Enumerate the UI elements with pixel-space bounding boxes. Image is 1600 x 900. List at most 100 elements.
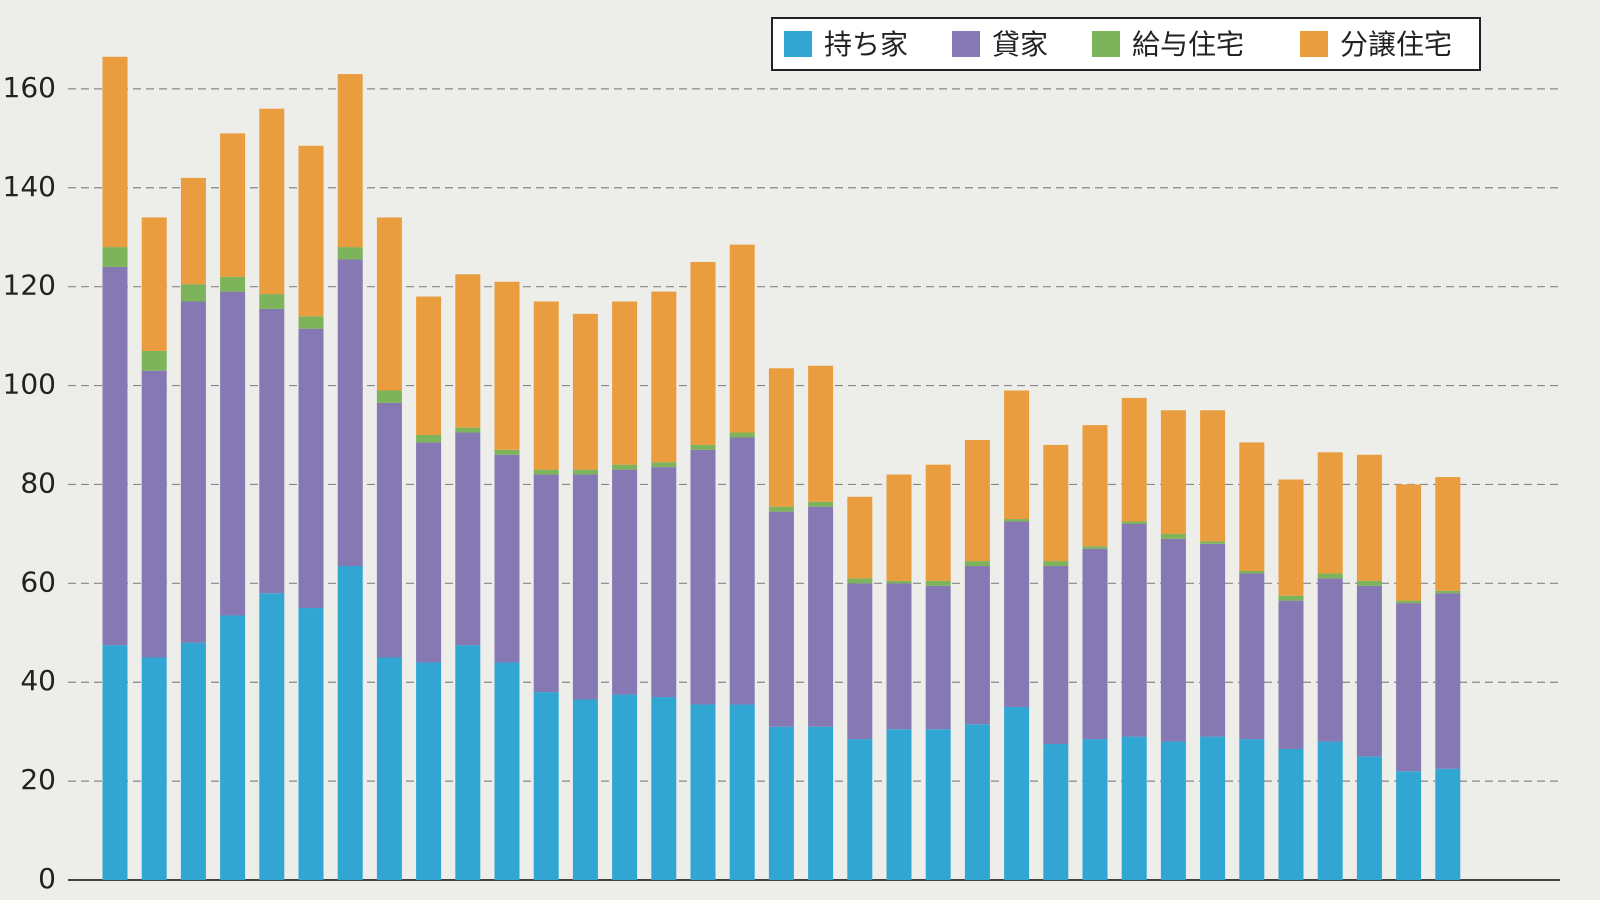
bar-segment — [376, 657, 402, 880]
y-tick-label: 160 — [3, 71, 56, 104]
bar-segment — [298, 316, 324, 329]
bar-segment — [612, 469, 638, 695]
bar-segment — [1356, 580, 1382, 586]
bar-segment — [925, 580, 951, 586]
bar-segment — [1317, 741, 1343, 880]
bar-segment — [847, 496, 873, 579]
bar-segment — [1200, 541, 1226, 544]
bar-segment — [847, 583, 873, 740]
bar-segment — [1043, 444, 1069, 562]
bar-segment — [847, 739, 873, 880]
bar-segment — [416, 442, 442, 663]
bar-segment — [337, 247, 363, 260]
bar-segment — [964, 561, 990, 567]
bar-segment — [416, 296, 442, 435]
bar-segment — [141, 657, 167, 880]
bar-segment — [220, 276, 246, 292]
bar-segment — [612, 694, 638, 880]
bar-segment — [612, 301, 638, 465]
bar-segment — [1396, 603, 1422, 772]
legend-swatch — [784, 31, 812, 57]
bar-segment — [455, 427, 481, 433]
bar-segment — [964, 439, 990, 562]
y-tick-label: 0 — [38, 862, 56, 895]
legend-swatch — [1092, 31, 1120, 57]
bar-segment — [925, 585, 951, 730]
bar-segment — [494, 449, 520, 455]
legend-label: 貸家 — [992, 28, 1048, 61]
bar-segment — [1317, 573, 1343, 579]
bar-segment — [1356, 454, 1382, 581]
bar-segment — [298, 328, 324, 609]
bar-segment — [376, 390, 402, 403]
bar-segment — [690, 444, 716, 450]
bar-segment — [220, 615, 246, 880]
bar-segment — [1160, 410, 1186, 534]
bar-segment — [102, 266, 128, 646]
y-tick-label: 20 — [20, 763, 56, 796]
bar-segment — [102, 645, 128, 880]
bar-segment — [1121, 397, 1147, 522]
bar-segment — [1239, 573, 1265, 740]
bar-segment — [298, 145, 324, 317]
bar-segment — [298, 608, 324, 880]
bar-segment — [220, 133, 246, 277]
bar-segment — [572, 469, 598, 475]
bar-segment — [337, 259, 363, 567]
bar-segment — [651, 291, 677, 463]
bar-segment — [1278, 595, 1304, 601]
legend-box — [771, 17, 1481, 71]
bar-segment — [1043, 744, 1069, 880]
bar-segment — [1239, 570, 1265, 574]
bar-segment — [533, 301, 559, 470]
bar-segment — [729, 432, 755, 438]
bar-segment — [376, 402, 402, 658]
bar-segment — [1160, 533, 1186, 539]
bar-segment — [494, 662, 520, 880]
bar-segment — [494, 454, 520, 663]
bar-segment — [220, 291, 246, 616]
bar-segment — [808, 506, 834, 727]
bar-segment — [572, 474, 598, 700]
bar-segment — [1082, 548, 1108, 740]
bar-segment — [1317, 578, 1343, 742]
bar-segment — [1004, 519, 1030, 522]
bar-segment — [180, 177, 206, 285]
bar-segment — [1200, 410, 1226, 542]
bar-segment — [1396, 484, 1422, 601]
bar-segment — [1043, 566, 1069, 745]
bar-segment — [1435, 590, 1461, 594]
bar-segment — [612, 464, 638, 470]
bar-segment — [1396, 771, 1422, 880]
bar-segment — [768, 726, 794, 880]
bar-segment — [1278, 479, 1304, 596]
bar-segment — [651, 697, 677, 880]
bar-segment — [886, 580, 912, 584]
bar-segment — [1004, 521, 1030, 707]
bar-segment — [455, 432, 481, 646]
bar-segment — [729, 704, 755, 880]
bar-segment — [259, 593, 285, 880]
bar-segment — [690, 261, 716, 445]
bar-segment — [1160, 538, 1186, 742]
bar-segment — [1160, 741, 1186, 880]
y-tick-label: 80 — [20, 466, 56, 499]
legend-swatch — [952, 31, 980, 57]
bar-segment — [729, 437, 755, 705]
bar-segment — [376, 217, 402, 391]
bar-segment — [259, 308, 285, 594]
bar-segment — [886, 583, 912, 730]
bar-segment — [141, 217, 167, 351]
bar-segment — [808, 726, 834, 880]
bar-segment — [102, 56, 128, 248]
bar-segment — [533, 692, 559, 880]
bar-segment — [768, 511, 794, 727]
bar-segment — [1356, 756, 1382, 880]
bar-segment — [337, 74, 363, 248]
bar-segment — [455, 645, 481, 880]
bar-segment — [141, 350, 167, 371]
bar-segment — [886, 474, 912, 581]
bar-segment — [808, 501, 834, 507]
bar-segment — [416, 662, 442, 880]
